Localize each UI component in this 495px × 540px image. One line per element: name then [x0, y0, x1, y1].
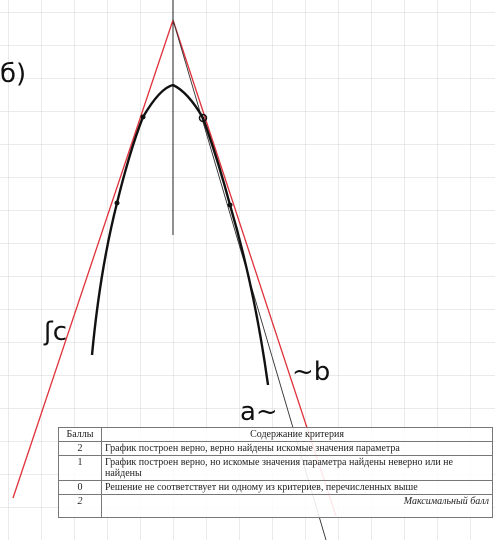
curve: [90, 83, 270, 386]
part-label: б): [0, 59, 26, 89]
score: 0: [58, 480, 102, 495]
score: 2: [58, 494, 102, 518]
point: [227, 202, 233, 208]
label-b: ~b: [292, 357, 330, 387]
score: 1: [58, 455, 102, 481]
criterion: Максимальный балл: [101, 494, 493, 518]
label-a: a~: [240, 397, 278, 427]
header-cell: Содержание критерия: [101, 427, 493, 442]
criterion: График построен верно, верно найдены иск…: [101, 441, 493, 456]
line-c: [12, 19, 174, 499]
score: 2: [58, 441, 102, 456]
criterion: Решение не соответствует ни одному из кр…: [101, 480, 493, 495]
label-c: ʃc: [43, 317, 67, 347]
criterion: График построен верно, но искомые значен…: [101, 455, 493, 481]
header-cell: Баллы: [58, 427, 102, 442]
point: [114, 200, 120, 206]
point: [198, 113, 208, 123]
point: [140, 114, 146, 120]
criteria-table: Баллы Содержание критерия 2 График построе…: [58, 427, 493, 518]
